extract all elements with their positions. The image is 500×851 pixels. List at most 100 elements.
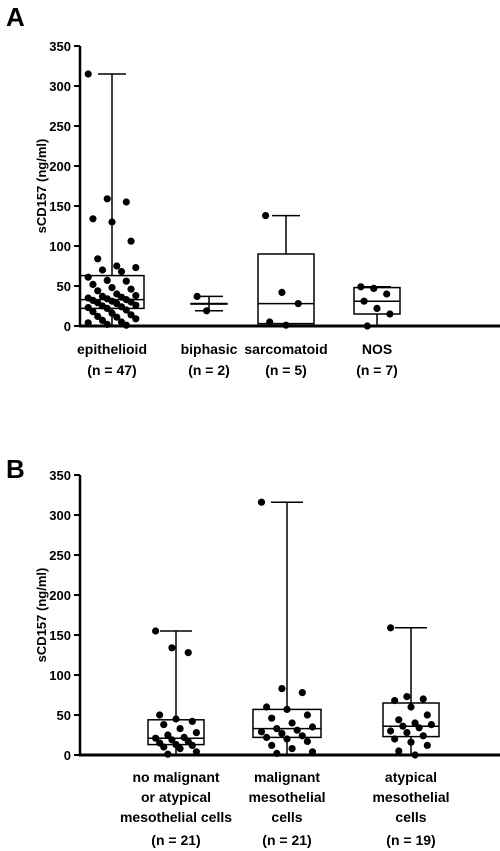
data-point: [127, 311, 135, 319]
data-point: [303, 711, 311, 719]
y-axis-label: sCD157 (ng/ml): [34, 139, 49, 234]
data-point: [257, 498, 266, 506]
data-point: [172, 715, 180, 723]
data-point: [132, 292, 140, 300]
data-point: [132, 315, 140, 323]
data-point: [203, 307, 211, 315]
data-point: [293, 726, 301, 734]
data-point: [298, 732, 306, 740]
y-tick-label: 200: [49, 588, 71, 603]
data-point: [273, 749, 281, 758]
category-label: biphasic: [181, 341, 238, 357]
y-tick-label: 250: [49, 119, 71, 134]
data-point: [370, 284, 378, 292]
category-label: cells: [395, 809, 426, 825]
data-point: [188, 741, 196, 750]
data-point: [283, 735, 291, 743]
category-label: no malignant: [132, 769, 219, 785]
data-point: [257, 728, 266, 736]
data-point: [294, 300, 302, 308]
data-point: [103, 304, 111, 312]
data-point: [108, 218, 116, 226]
data-point: [168, 644, 176, 652]
box-iqr: [382, 702, 440, 738]
data-point: [386, 310, 394, 318]
data-point: [360, 297, 368, 305]
data-point: [273, 725, 281, 733]
data-point: [262, 212, 270, 220]
y-tick-label: 200: [49, 159, 71, 174]
y-tick-label: 300: [49, 508, 71, 523]
data-point: [419, 732, 427, 740]
data-point: [298, 689, 306, 697]
data-point: [84, 319, 92, 327]
data-point: [387, 727, 395, 735]
category-2: sarcomatoid (n = 5): [244, 212, 328, 378]
category-label: epithelioid: [77, 341, 147, 357]
y-tick-label: 0: [64, 748, 71, 763]
data-point: [192, 729, 200, 737]
category-0: epithelioid (n = 47): [77, 70, 147, 378]
data-point: [278, 288, 286, 296]
y-tick-label: 250: [49, 548, 71, 563]
data-point: [89, 215, 97, 223]
panel-label: A: [6, 2, 25, 32]
y-tick-label: 0: [64, 319, 71, 334]
data-point: [403, 729, 411, 737]
category-label: or atypical: [141, 789, 211, 805]
category-n-label: (n = 2): [188, 362, 230, 378]
data-point: [132, 301, 140, 309]
data-point: [103, 276, 111, 284]
data-point: [363, 322, 371, 330]
y-tick-label: 100: [49, 668, 71, 683]
data-point: [288, 745, 296, 753]
data-point: [184, 649, 192, 657]
data-point: [122, 321, 130, 329]
category-n-label: (n = 19): [386, 832, 435, 848]
data-point: [113, 313, 121, 321]
panel-label: B: [6, 454, 25, 484]
data-point: [278, 685, 286, 693]
data-point: [117, 268, 126, 276]
data-point: [288, 719, 296, 727]
category-label: mesothelial: [372, 789, 449, 805]
data-point: [168, 736, 176, 744]
y-tick-label: 350: [49, 468, 71, 483]
data-point: [423, 711, 431, 719]
category-label: cells: [271, 809, 302, 825]
y-tick-label: 350: [49, 39, 71, 54]
data-point: [268, 741, 276, 750]
data-point: [423, 741, 431, 750]
data-point: [94, 312, 102, 320]
data-point: [160, 721, 168, 729]
y-tick-label: 50: [57, 708, 71, 723]
data-point: [98, 266, 107, 274]
data-point: [268, 714, 276, 722]
category-label: malignant: [254, 769, 320, 785]
data-point: [357, 283, 365, 291]
data-point: [108, 284, 116, 292]
data-point: [283, 705, 291, 714]
category-2: atypical mesothelial cells (n = 19): [372, 624, 450, 848]
category-label: atypical: [385, 769, 437, 785]
data-point: [308, 748, 317, 756]
data-point: [427, 721, 435, 729]
data-point: [152, 734, 160, 742]
data-point: [391, 697, 399, 705]
data-point: [98, 316, 107, 324]
data-point: [391, 735, 399, 743]
y-tick-label: 150: [49, 199, 71, 214]
data-point: [122, 277, 130, 285]
data-point: [176, 725, 184, 733]
data-point: [156, 711, 164, 719]
data-point: [108, 309, 116, 317]
data-point: [176, 745, 184, 753]
category-label: NOS: [362, 341, 392, 357]
data-point: [103, 320, 111, 328]
data-point: [193, 292, 201, 300]
category-n-label: (n = 7): [356, 362, 398, 378]
data-point: [84, 70, 92, 78]
category-3: NOS (n = 7): [353, 283, 401, 378]
